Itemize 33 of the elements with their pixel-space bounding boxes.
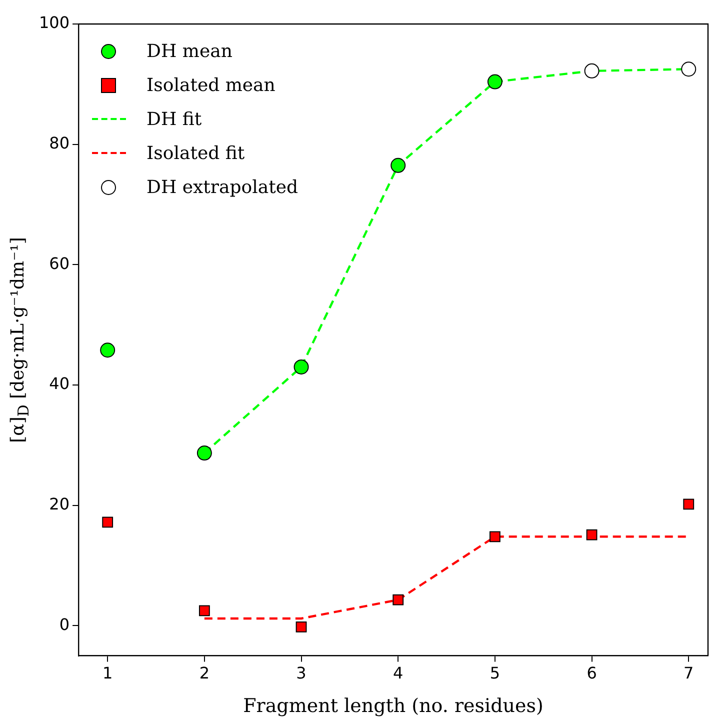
legend-label: Isolated mean [146, 74, 276, 96]
y-tick-label: 100 [38, 13, 70, 32]
point [390, 158, 406, 173]
y-tick-label: 40 [49, 374, 70, 394]
point [296, 621, 307, 632]
y-tick-label: 80 [49, 134, 70, 152]
point [294, 359, 309, 374]
legend-label: DH fit [146, 108, 202, 130]
legend-label: DH extrapolated [146, 176, 298, 198]
point [586, 529, 598, 540]
y-tick-label: 0 [59, 614, 70, 634]
x-tick-label: 5 [490, 664, 500, 683]
x-tick-label: 7 [684, 664, 694, 683]
point [487, 74, 502, 90]
y-tick-label: 60 [49, 254, 70, 273]
x-tick-label: 4 [393, 664, 404, 683]
legend-label: DH mean [146, 40, 232, 62]
x-tick-label: 3 [296, 664, 306, 683]
x-tick-label: 2 [199, 664, 210, 683]
point [102, 516, 114, 528]
y-tick-label: 20 [49, 494, 70, 514]
point [490, 531, 500, 542]
point [683, 498, 694, 510]
point [196, 446, 212, 461]
x-tick-label: 1 [102, 664, 113, 683]
point [100, 342, 116, 358]
point [584, 63, 600, 78]
point [198, 605, 210, 616]
point [392, 594, 404, 606]
x-axis-title: Fragment length (no. residues) [242, 695, 544, 717]
point [681, 62, 696, 77]
x-tick-label: 6 [586, 664, 597, 683]
legend-label: Isolated fit [146, 142, 245, 164]
